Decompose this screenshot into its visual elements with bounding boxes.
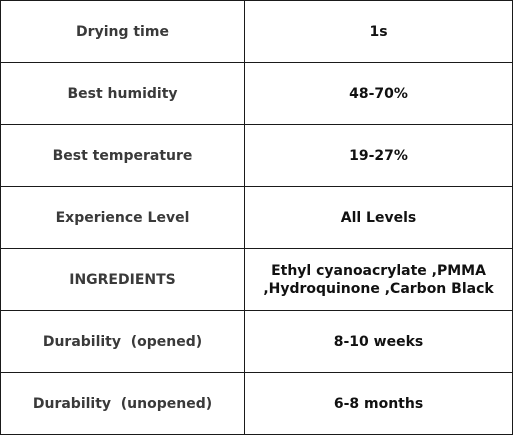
table-row: Durability (opened) 8-10 weeks xyxy=(0,310,513,373)
value-line: 8-10 weeks xyxy=(333,333,424,350)
value-line: 48-70% xyxy=(349,85,408,102)
row-value: All Levels xyxy=(244,186,513,249)
row-value: 19-27% xyxy=(244,124,513,187)
row-label: Drying time xyxy=(0,0,245,63)
row-label: Durability (unopened) xyxy=(0,372,245,435)
row-label: Best temperature xyxy=(0,124,245,187)
row-label: INGREDIENTS xyxy=(0,248,245,311)
row-value: 48-70% xyxy=(244,62,513,125)
row-value: 1s xyxy=(244,0,513,63)
table-row: Experience Level All Levels xyxy=(0,186,513,249)
table-row: Best humidity 48-70% xyxy=(0,62,513,125)
row-label: Durability (opened) xyxy=(0,310,245,373)
row-value: 8-10 weeks xyxy=(244,310,513,373)
row-label: Experience Level xyxy=(0,186,245,249)
value-line: 6-8 months xyxy=(333,395,424,412)
value-line: ,Hydroquinone ,Carbon Black xyxy=(263,280,494,297)
table-row: Drying time 1s xyxy=(0,0,513,63)
row-value: Ethyl cyanoacrylate ,PMMA ,Hydroquinone … xyxy=(244,248,513,311)
value-line: All Levels xyxy=(340,209,417,226)
row-value: 6-8 months xyxy=(244,372,513,435)
value-line: 1s xyxy=(369,23,388,40)
value-line: 19-27% xyxy=(349,147,408,164)
table-row: INGREDIENTS Ethyl cyanoacrylate ,PMMA ,H… xyxy=(0,248,513,311)
table-row: Durability (unopened) 6-8 months xyxy=(0,372,513,435)
row-label: Best humidity xyxy=(0,62,245,125)
value-line: Ethyl cyanoacrylate ,PMMA xyxy=(271,262,486,279)
table-row: Best temperature 19-27% xyxy=(0,124,513,187)
